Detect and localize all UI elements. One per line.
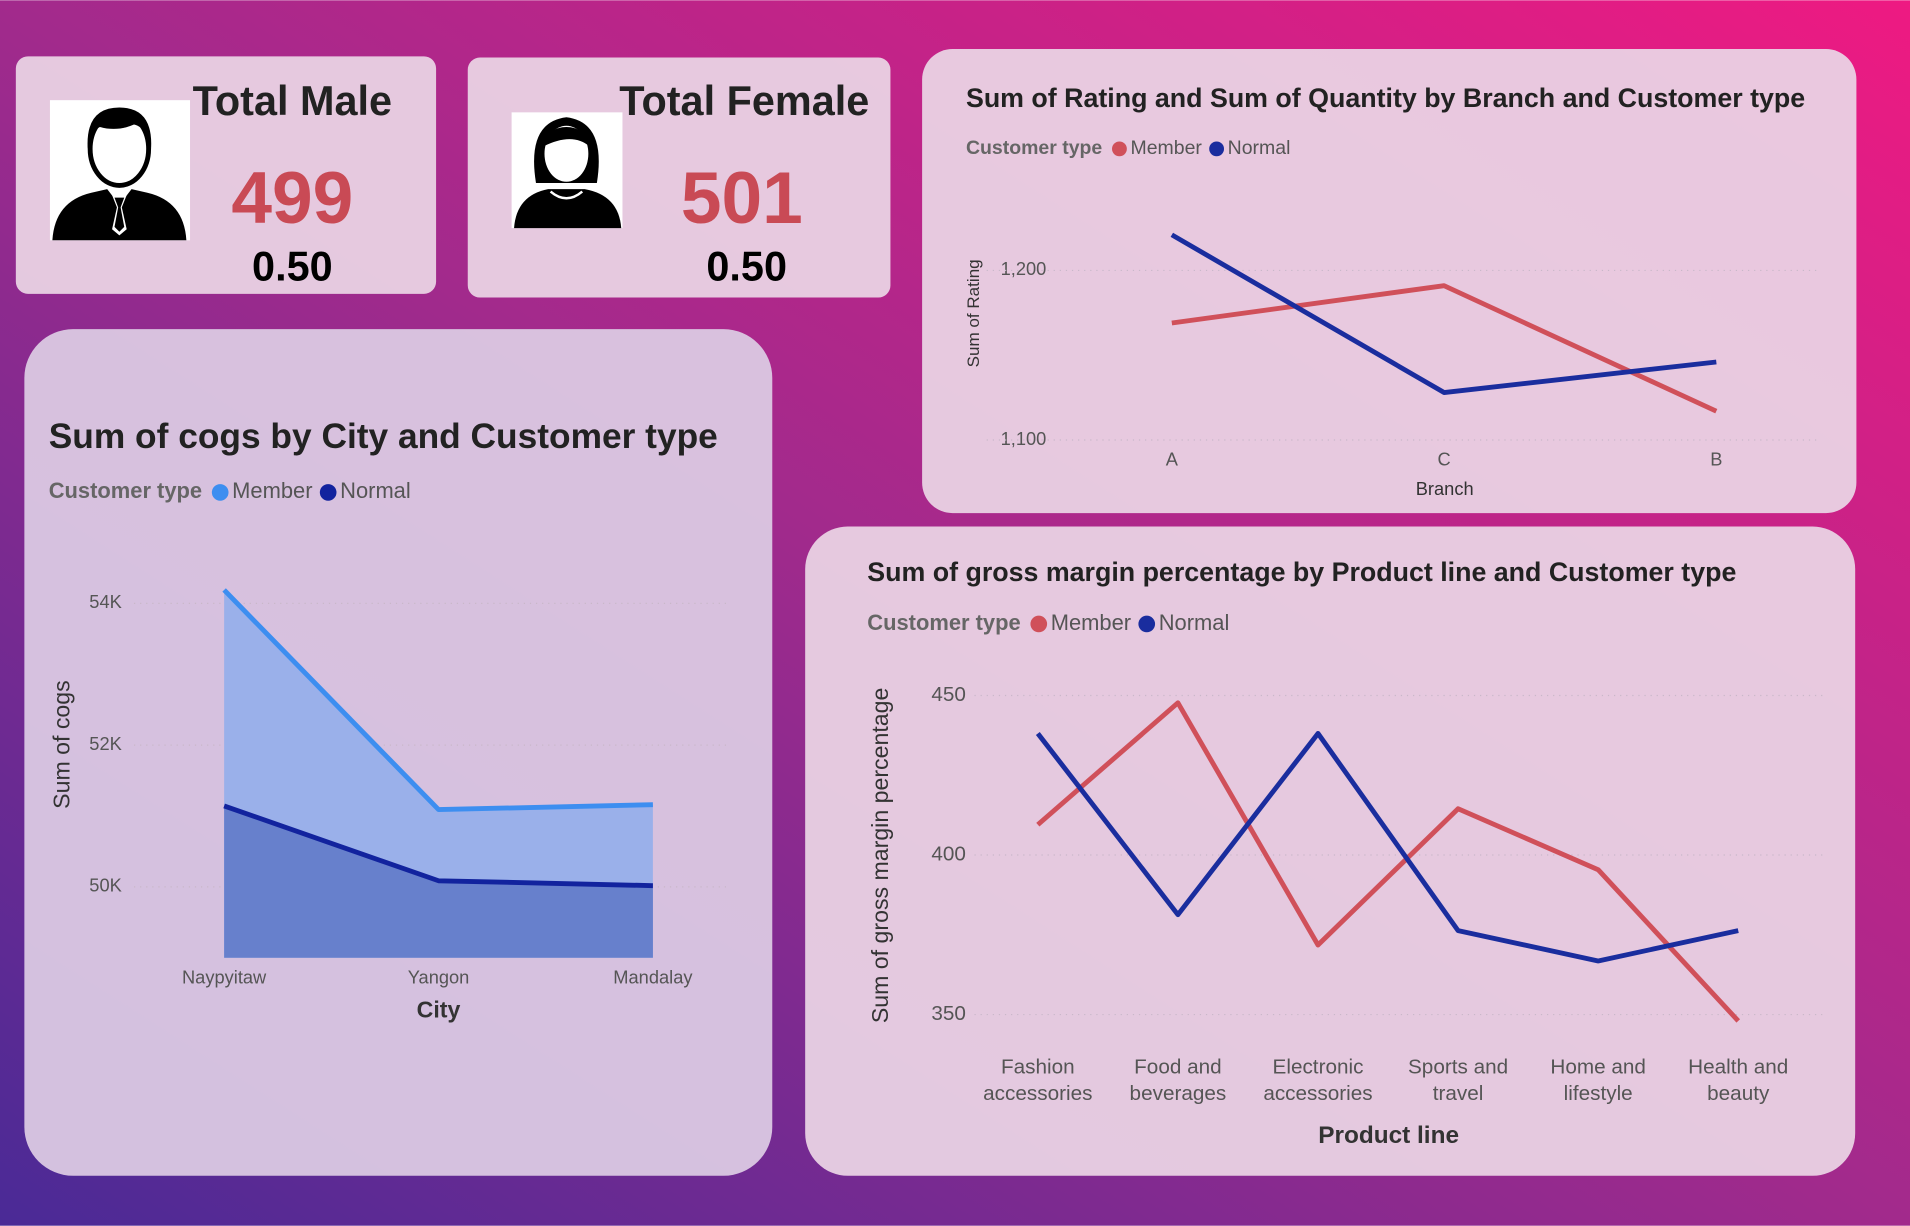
x-tick-label-box: Sports and travel bbox=[1407, 1055, 1509, 1106]
line bbox=[1171, 283, 1718, 414]
card-value: 499 bbox=[231, 158, 353, 239]
x-tick-label: Home and lifestyle bbox=[1550, 1055, 1646, 1106]
chart-title: Sum of Rating and Sum of Quantity by Bra… bbox=[966, 83, 1805, 113]
legend-marker bbox=[319, 484, 337, 501]
x-tick-label: Electronic accessories bbox=[1263, 1055, 1373, 1106]
y-axis-title: Sum of cogs bbox=[48, 680, 74, 809]
legend-label: Normal bbox=[1159, 610, 1230, 635]
legend-title: Customer type bbox=[966, 137, 1102, 159]
x-tick-label: Yangon bbox=[408, 966, 470, 987]
x-tick-label: Food and beverages bbox=[1129, 1055, 1227, 1106]
y-tick-label: 1,200 bbox=[1001, 258, 1047, 279]
card bbox=[922, 49, 1857, 514]
x-tick-label: Mandalay bbox=[613, 966, 693, 987]
line bbox=[222, 588, 653, 813]
x-axis-title: Product line bbox=[1318, 1122, 1459, 1149]
legend-marker bbox=[1112, 141, 1127, 157]
x-tick-label: B bbox=[1710, 449, 1722, 470]
y-tick-label: 400 bbox=[931, 842, 966, 865]
x-tick-label: Fashion accessories bbox=[983, 1055, 1093, 1106]
y-tick-label: 1,100 bbox=[1001, 428, 1047, 449]
y-tick-label: 50K bbox=[89, 875, 122, 896]
legend-marker bbox=[1030, 615, 1048, 633]
y-tick-label: 52K bbox=[89, 733, 122, 754]
y-axis-title: Sum of Rating bbox=[964, 259, 983, 367]
card-value: 501 bbox=[681, 158, 803, 239]
legend-label: Normal bbox=[340, 478, 411, 503]
legend-marker bbox=[211, 484, 229, 501]
chart-title: Sum of gross margin percentage by Produc… bbox=[867, 557, 1736, 587]
x-tick-label-box: Home and lifestyle bbox=[1550, 1055, 1646, 1106]
card bbox=[805, 526, 1856, 1176]
legend-marker bbox=[1138, 615, 1156, 633]
chart-title: Sum of cogs by City and Customer type bbox=[49, 417, 718, 456]
y-axis-title: Sum of gross margin percentage bbox=[867, 688, 893, 1023]
card-title: Total Female bbox=[619, 78, 869, 124]
x-tick-label: A bbox=[1166, 449, 1179, 470]
x-tick-label: C bbox=[1437, 449, 1450, 470]
card bbox=[24, 329, 773, 1176]
legend-label: Normal bbox=[1228, 137, 1291, 159]
y-tick-label: 54K bbox=[89, 591, 122, 612]
legend-label: Member bbox=[1051, 610, 1131, 635]
legend-label: Member bbox=[232, 478, 312, 503]
line bbox=[1036, 700, 1741, 1023]
legend-title: Customer type bbox=[867, 610, 1020, 635]
x-tick-label-box: Food and beverages bbox=[1129, 1055, 1227, 1106]
female-icon bbox=[511, 112, 623, 229]
x-tick-label: Sports and travel bbox=[1407, 1055, 1509, 1106]
legend-title: Customer type bbox=[49, 478, 202, 503]
line bbox=[1170, 232, 1717, 395]
line bbox=[223, 803, 653, 889]
male-icon bbox=[49, 100, 191, 241]
x-axis-title: City bbox=[417, 996, 461, 1022]
x-tick-label-box: Health and beauty bbox=[1688, 1055, 1789, 1106]
legend-label: Member bbox=[1130, 137, 1202, 159]
legend-marker bbox=[1209, 141, 1225, 157]
y-tick-label: 450 bbox=[931, 683, 966, 706]
x-tick-label-box: Electronic accessories bbox=[1263, 1055, 1373, 1106]
card-title: Total Male bbox=[193, 78, 392, 124]
x-tick-label-box: Fashion accessories bbox=[983, 1055, 1093, 1106]
y-tick-label: 350 bbox=[931, 1002, 966, 1025]
x-axis-title: Branch bbox=[1416, 478, 1474, 499]
x-tick-label: Health and beauty bbox=[1688, 1055, 1789, 1106]
card-share: 0.50 bbox=[706, 243, 787, 289]
card-share: 0.50 bbox=[252, 243, 333, 289]
line bbox=[1035, 731, 1739, 964]
x-tick-label: Naypyitaw bbox=[182, 966, 267, 987]
